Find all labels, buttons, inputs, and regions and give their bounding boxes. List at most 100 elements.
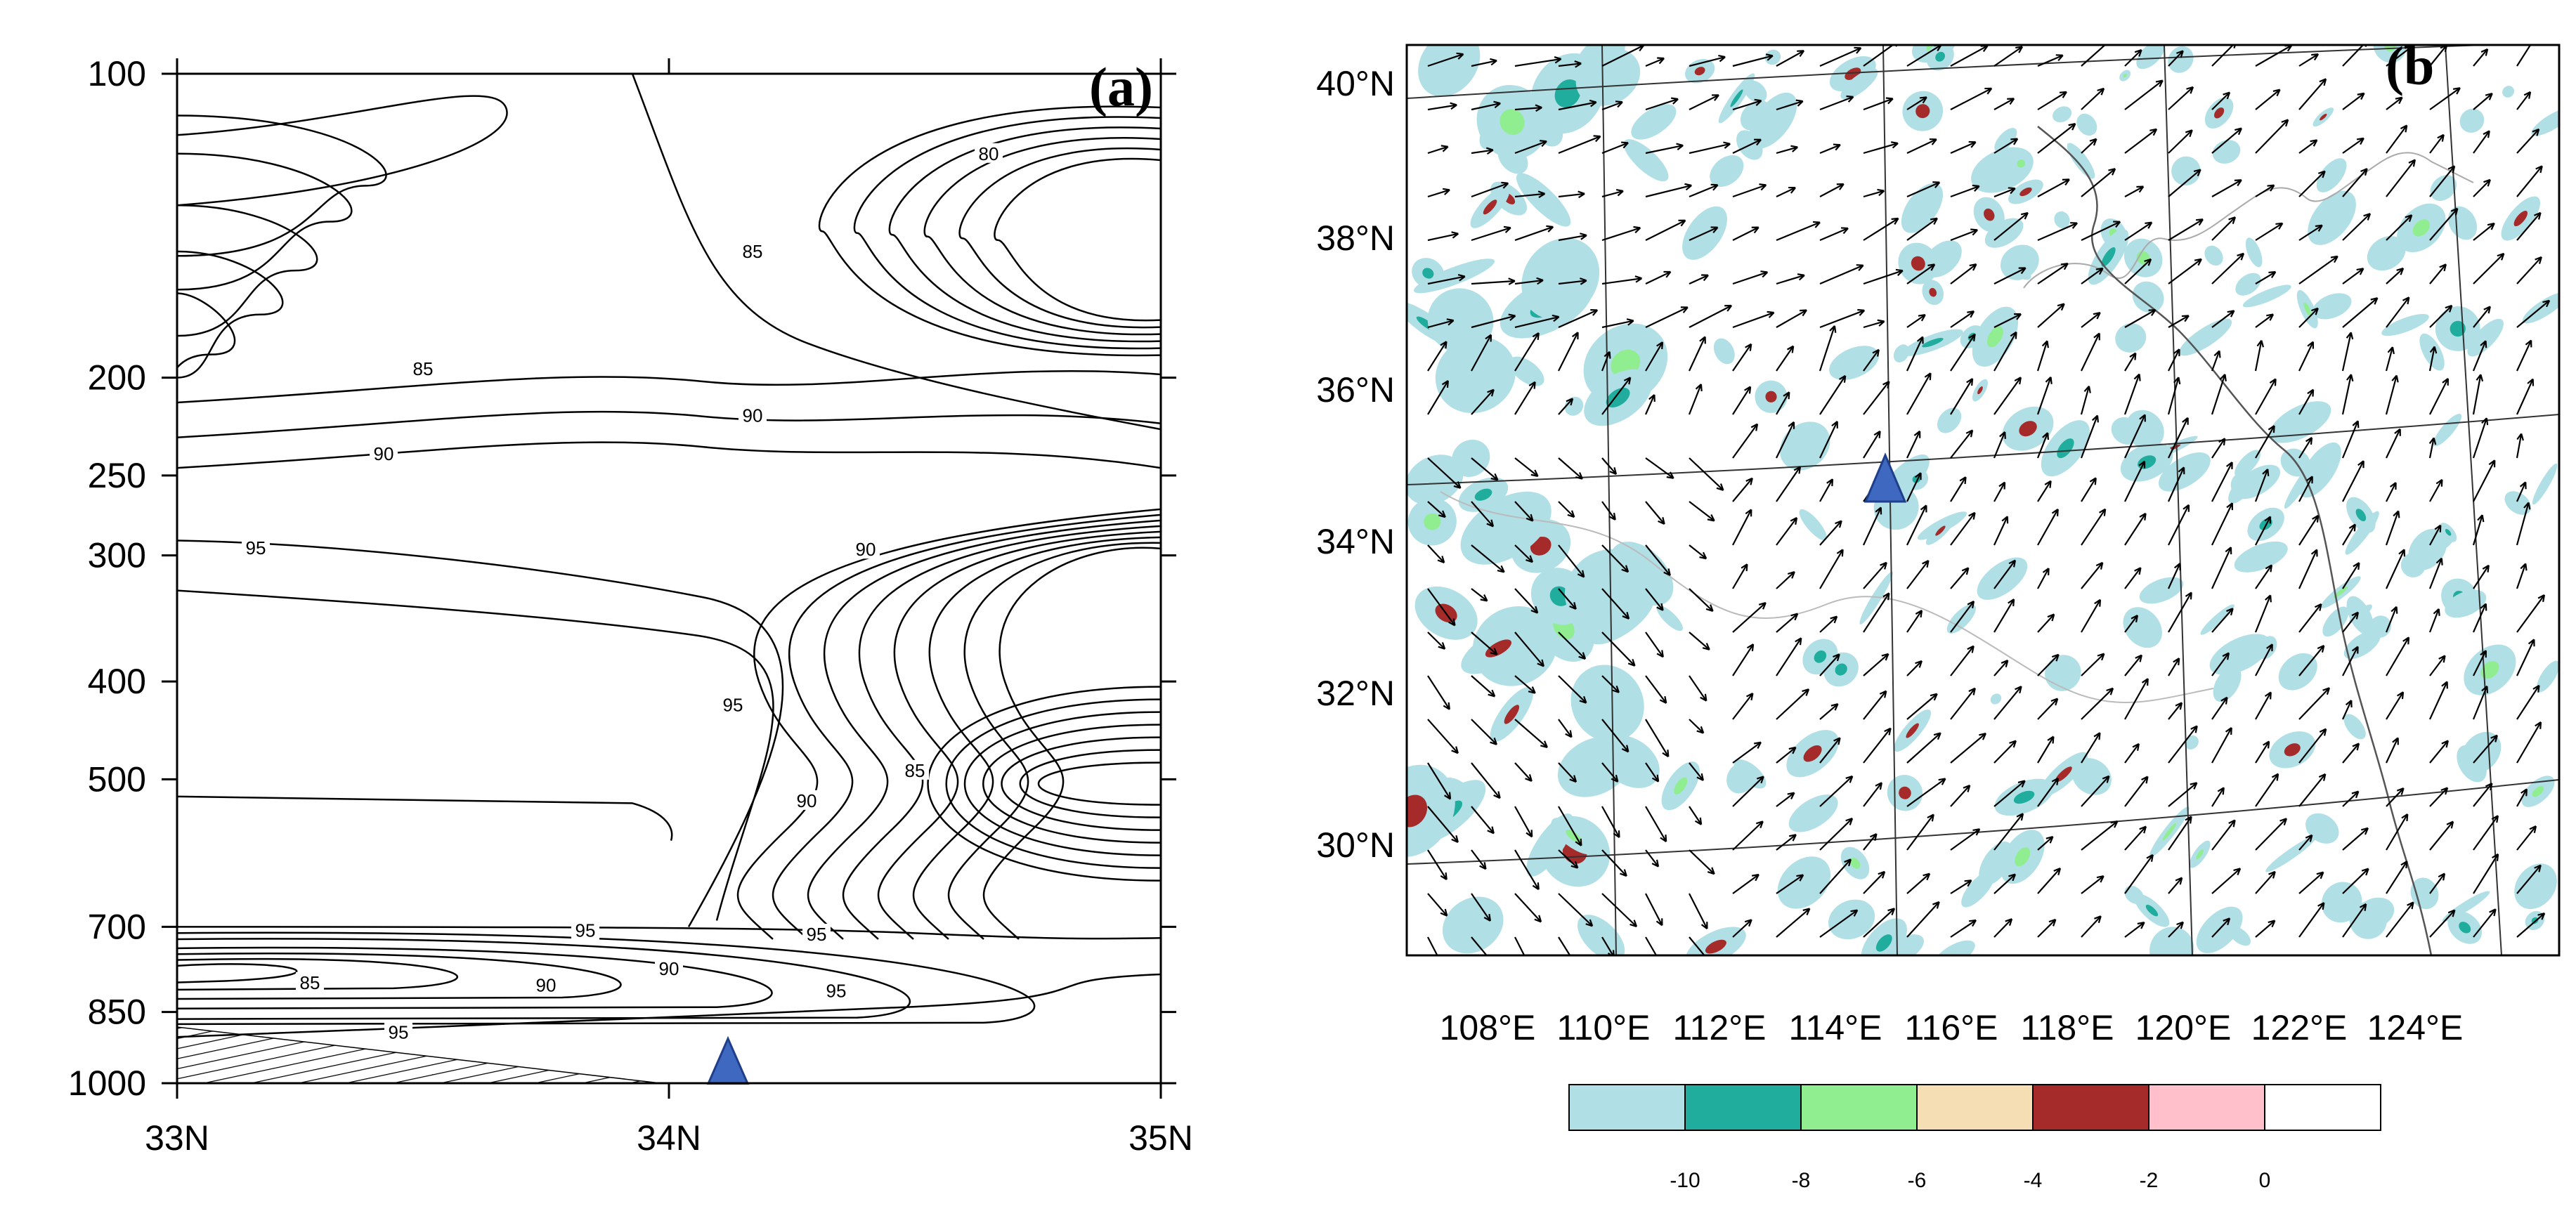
- panel-a-contour-label-bg: [901, 759, 929, 780]
- panel-b-precip-core: [2013, 790, 2035, 804]
- panel-b-precip-blob: [2270, 401, 2331, 443]
- panel-b-lon-tick-label: 122°E: [2251, 1008, 2348, 1047]
- panel-b-wind-arrow: [1993, 267, 2027, 285]
- panel-b-wind-arrow: [2211, 652, 2230, 676]
- panel-b-wind-arrow: [1950, 567, 1970, 589]
- panel-b-wind-arrow: [1558, 332, 1579, 372]
- panel-b-precip-core: [2334, 587, 2348, 598]
- panel-a-contour-line: [177, 152, 353, 291]
- panel-b-wind-arrow: [2124, 776, 2149, 807]
- panel-b-wind-arrow: [2342, 868, 2369, 894]
- panel-b-wind-arrow: [2298, 871, 2324, 894]
- panel-b-wind-arrow: [1558, 277, 1587, 285]
- panel-b-wind-arrow: [1427, 544, 1445, 564]
- panel-b-wind-arrow: [1732, 270, 1769, 285]
- panel-b-precip-blob: [1840, 68, 1878, 100]
- panel-b-wind-arrow: [1427, 675, 1450, 710]
- panel-b-precip-blob: [1780, 421, 1830, 471]
- panel-a-y-tick-label: 850: [88, 993, 146, 1032]
- panel-b-wind-arrow: [2516, 594, 2546, 633]
- panel-b-wind-arrow: [2472, 603, 2487, 633]
- panel-b-wind-arrow: [1950, 879, 1972, 894]
- panel-b-wind-arrow: [1863, 690, 1887, 720]
- panel-a-contour-line: [177, 250, 284, 379]
- panel-b-precip-core: [1899, 786, 1911, 799]
- panel-b-wind-arrow: [1645, 849, 1660, 868]
- panel-b-precip-core: [2145, 904, 2159, 917]
- panel-b-wind-arrow: [2124, 308, 2157, 328]
- panel-b-wind-arrow: [1906, 336, 1924, 372]
- panel-b-lat-tick-label: 38°N: [1316, 218, 1395, 258]
- panel-b-wind-arrow: [2080, 386, 2091, 415]
- panel-b-wind-arrow: [1427, 762, 1452, 800]
- panel-b-wind-arrow: [1471, 334, 1492, 372]
- panel-b-wind-arrow: [2036, 377, 2053, 415]
- panel-b-wind-arrow: [2429, 263, 2447, 285]
- panel-b-precip-core: [1730, 89, 1743, 107]
- panel-b-wind-arrow: [2385, 374, 2399, 415]
- panel-b-wind-arrow: [2428, 346, 2438, 372]
- panel-b-wind-arrow: [2386, 861, 2408, 894]
- panel-b-wind-arrow: [1471, 544, 1505, 573]
- panel-a-contour-label: 90: [536, 975, 557, 996]
- panel-b-wind-arrow: [2255, 516, 2272, 546]
- panel-b-wind-arrow: [2428, 557, 2443, 589]
- panel-b-wind-arrow: [2298, 603, 2322, 633]
- panel-b-wind-arrow: [1819, 737, 1841, 764]
- panel-b-wind-arrow: [2342, 523, 2356, 546]
- panel-a-contour-label-bg: [802, 924, 831, 944]
- panel-b-precip-blob: [2124, 886, 2144, 904]
- panel-b-wind-vectors: [1427, 45, 2551, 955]
- panel-b-wind-arrow: [1906, 901, 1940, 938]
- panel-b-wind-arrow: [1819, 818, 1854, 851]
- panel-b-wind-arrow: [2124, 221, 2153, 241]
- panel-b-wind-arrow: [1993, 599, 2015, 633]
- panel-b-wind-arrow: [1471, 893, 1491, 922]
- panel-b-wind-arrow: [2211, 787, 2225, 807]
- panel-b-wind-arrow: [1514, 501, 1534, 522]
- panel-b-wind-arrow: [2124, 854, 2154, 894]
- panel-b-wind-arrow: [2429, 655, 2446, 676]
- panel-b-precip-blob: [2322, 606, 2349, 637]
- panel-b-precip-blob: [2537, 660, 2559, 693]
- panel-b-wind-arrow: [1950, 784, 1971, 807]
- panel-b-wind-arrow: [1514, 936, 1528, 955]
- panel-b-wind-arrow: [2386, 901, 2414, 938]
- panel-b-wind-arrow: [1645, 544, 1671, 577]
- panel-b-wind-arrow: [2255, 870, 2276, 894]
- panel-b-wind-arrow: [1732, 601, 1767, 633]
- panel-b-wind-arrow: [1689, 849, 1715, 875]
- panel-b-precip-core: [1929, 287, 1937, 297]
- panel-b-wind-arrow: [2298, 139, 2318, 154]
- panel-a-contour-label-bg: [655, 957, 683, 978]
- panel-b-precip-core: [1850, 857, 1861, 869]
- panel-b-colorbar-box: [2032, 1084, 2149, 1131]
- panel-b-wind-arrow: [1950, 228, 1978, 242]
- panel-a-contour-label-bg: [739, 405, 767, 425]
- panel-a-contour-line: [177, 973, 1161, 1038]
- panel-a-contour-label: 95: [389, 1021, 409, 1042]
- panel-b-wind-arrow: [1776, 186, 1796, 197]
- panel-b-wind-arrow: [1427, 936, 1438, 955]
- panel-a-contour-label-bg: [370, 443, 398, 464]
- panel-a-y-tick-label: 500: [88, 759, 146, 799]
- panel-b-wind-arrow: [2168, 921, 2185, 938]
- panel-b-axes: 108°E 110°E 112°E 114°E 116°E 118°E 120°E 122°E…: [1316, 64, 2463, 1047]
- panel-b-wind-arrow: [2167, 466, 2185, 502]
- panel-b-precip-core: [1922, 338, 1944, 348]
- panel-b-wind-arrow: [1863, 506, 1882, 546]
- panel-b-wind-arrow: [2081, 168, 2116, 197]
- panel-b-wind-arrow: [1993, 559, 2017, 589]
- panel-b-wind-arrow: [2037, 509, 2059, 546]
- panel-a-contour-line: [177, 589, 774, 921]
- panel-b-precip-blob: [2235, 273, 2261, 296]
- panel-b-wind-arrow: [2255, 222, 2284, 241]
- panel-b-wind-arrow: [1645, 501, 1665, 525]
- panel-b-wind-arrow: [2168, 504, 2190, 546]
- panel-b-wind-arrow: [2081, 87, 2105, 110]
- panel-b-wind-arrow: [2386, 482, 2397, 502]
- panel-b-wind-arrow: [2123, 373, 2141, 415]
- panel-b-wind-arrow: [1863, 141, 1899, 155]
- panel-b-wind-arrow: [2211, 608, 2234, 633]
- panel-b-wind-arrow: [1689, 304, 1733, 328]
